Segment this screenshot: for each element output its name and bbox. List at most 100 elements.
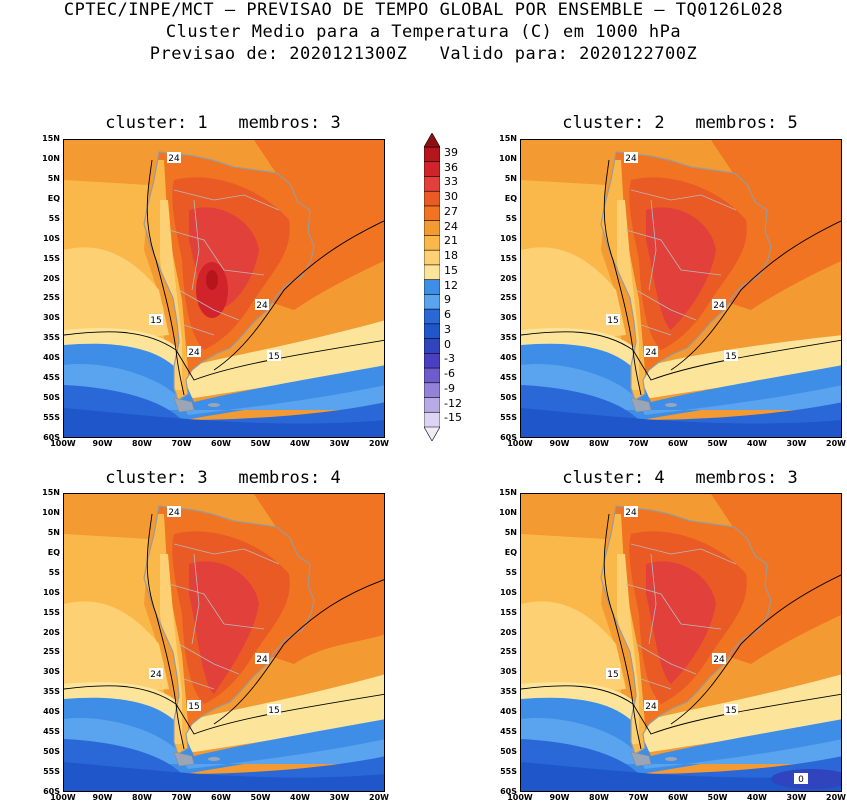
- lon-label: 100W: [50, 439, 76, 448]
- lon-label: 100W: [507, 439, 533, 448]
- lat-label: 60S: [500, 787, 517, 796]
- contour-label-box: [644, 700, 658, 711]
- cluster-1-map: 24 24 15 24 15: [63, 139, 385, 438]
- lat-label: 20S: [43, 627, 60, 637]
- lat-label: 35S: [43, 687, 60, 697]
- contour-label: 24: [168, 508, 180, 518]
- pacific-18-band: [521, 601, 626, 699]
- hot-core-inner: [206, 270, 218, 290]
- colorbar-segment: [423, 205, 441, 222]
- lat-label: EQ: [504, 193, 517, 203]
- cluster-2-title: cluster: 2 membros: 5: [562, 113, 798, 133]
- lat-label: 20S: [43, 273, 60, 283]
- colorbar-label: 18: [444, 249, 458, 263]
- country-borders: [143, 151, 315, 401]
- lat-label: 55S: [43, 413, 60, 423]
- colorbar-segment: [423, 176, 441, 193]
- lat-label: 45S: [43, 373, 60, 383]
- contour-24-west: [146, 513, 185, 750]
- contour-24-east: [213, 220, 384, 371]
- tierra-del-fuego: [630, 397, 652, 413]
- lon-label: 70W: [171, 439, 192, 448]
- lat-label: 5N: [47, 173, 60, 183]
- colorbar-segment: [423, 308, 441, 325]
- colorbar-segment: [423, 323, 441, 340]
- lat-label: 35S: [500, 333, 517, 343]
- lat-label: 55S: [500, 413, 517, 423]
- colorbar-segment: [423, 235, 441, 251]
- contour-label: 24: [713, 655, 725, 665]
- contour-lines: [521, 159, 841, 396]
- colorbar-segment: [423, 367, 441, 384]
- lon-label: 100W: [50, 793, 76, 802]
- south-3-band: [521, 408, 841, 437]
- colorbar-label: -15: [444, 411, 462, 425]
- lon-label: 20W: [826, 793, 846, 802]
- contour-label-box: [712, 299, 726, 310]
- lat-label: 45S: [500, 727, 517, 737]
- tierra-del-fuego: [173, 751, 195, 767]
- lat-label: 40S: [43, 707, 60, 717]
- south-3-band: [521, 762, 841, 791]
- tierra-del-fuego: [630, 751, 652, 767]
- contour-label-box: [644, 346, 658, 357]
- header-line-2: Cluster Medio para a Temperatura (C) em …: [165, 22, 682, 42]
- tierra-del-fuego: [173, 397, 195, 413]
- lat-label: 15N: [499, 134, 517, 143]
- cluster-4-title: cluster: 4 membros: 3: [562, 468, 798, 488]
- lon-label: 50W: [707, 793, 728, 802]
- lon-label: 80W: [589, 793, 609, 802]
- contour-24-west: [603, 159, 642, 396]
- contour-label: 24: [168, 154, 180, 164]
- colorbar-label: 21: [444, 234, 458, 248]
- contour-label-box: [267, 704, 281, 715]
- lat-label: 5S: [505, 213, 517, 223]
- contour-label: 24: [188, 348, 200, 358]
- falkland-islands: [208, 757, 220, 761]
- contour-lines: [64, 513, 384, 750]
- colorbar-segment: [423, 146, 441, 163]
- contour-label: 24: [625, 508, 637, 518]
- lat-label: 55S: [43, 767, 60, 777]
- contour-24-west: [603, 513, 642, 750]
- lat-label: 30S: [43, 667, 60, 677]
- cluster-2-map: 24 24 15 24 15: [520, 139, 842, 438]
- colorbar-bottom-arrow: [423, 426, 441, 442]
- coastline: [143, 151, 315, 401]
- contour-label-box: [149, 314, 163, 325]
- lat-label: 55S: [500, 767, 517, 777]
- lon-label: 90W: [92, 439, 113, 448]
- contour-label-box: [149, 668, 163, 679]
- falkland-islands: [665, 403, 677, 407]
- lon-label: 100W: [507, 793, 533, 802]
- contour-label-box: [187, 346, 201, 357]
- lat-label: 10N: [499, 153, 517, 163]
- colorbar-label: 15: [444, 263, 458, 277]
- colorbar-label: -3: [444, 352, 455, 366]
- colorbar-segment: [423, 353, 441, 369]
- lat-label: 10N: [42, 507, 60, 517]
- contour-label: 24: [150, 670, 162, 680]
- contour-label: 15: [150, 316, 161, 326]
- cluster-3-map: 24 24 24 15 15: [63, 493, 385, 792]
- colorbar-label: 30: [444, 190, 458, 204]
- colorbar-segment: [423, 190, 441, 207]
- contour-label: 15: [725, 706, 736, 716]
- contour-label: 0: [798, 775, 804, 785]
- header-line-3: Previsao de: 2020121300Z Valido para: 20…: [149, 44, 698, 64]
- lat-label: 15N: [42, 488, 60, 497]
- pacific-18-band: [64, 247, 169, 345]
- lon-label: 30W: [786, 793, 807, 802]
- lat-label: 15N: [499, 488, 517, 497]
- coastline: [143, 505, 315, 755]
- colorbar-segment: [423, 382, 441, 399]
- colorbar-label: 36: [444, 160, 458, 174]
- lon-label: 40W: [290, 439, 310, 448]
- lon-label: 20W: [369, 793, 389, 802]
- lat-label: 5S: [48, 567, 60, 577]
- lon-label: 70W: [628, 793, 649, 802]
- lat-label: 35S: [500, 687, 517, 697]
- contour-label: 24: [645, 702, 657, 712]
- lat-label: 40S: [500, 707, 517, 717]
- cluster-1-title: cluster: 1 membros: 3: [105, 113, 341, 133]
